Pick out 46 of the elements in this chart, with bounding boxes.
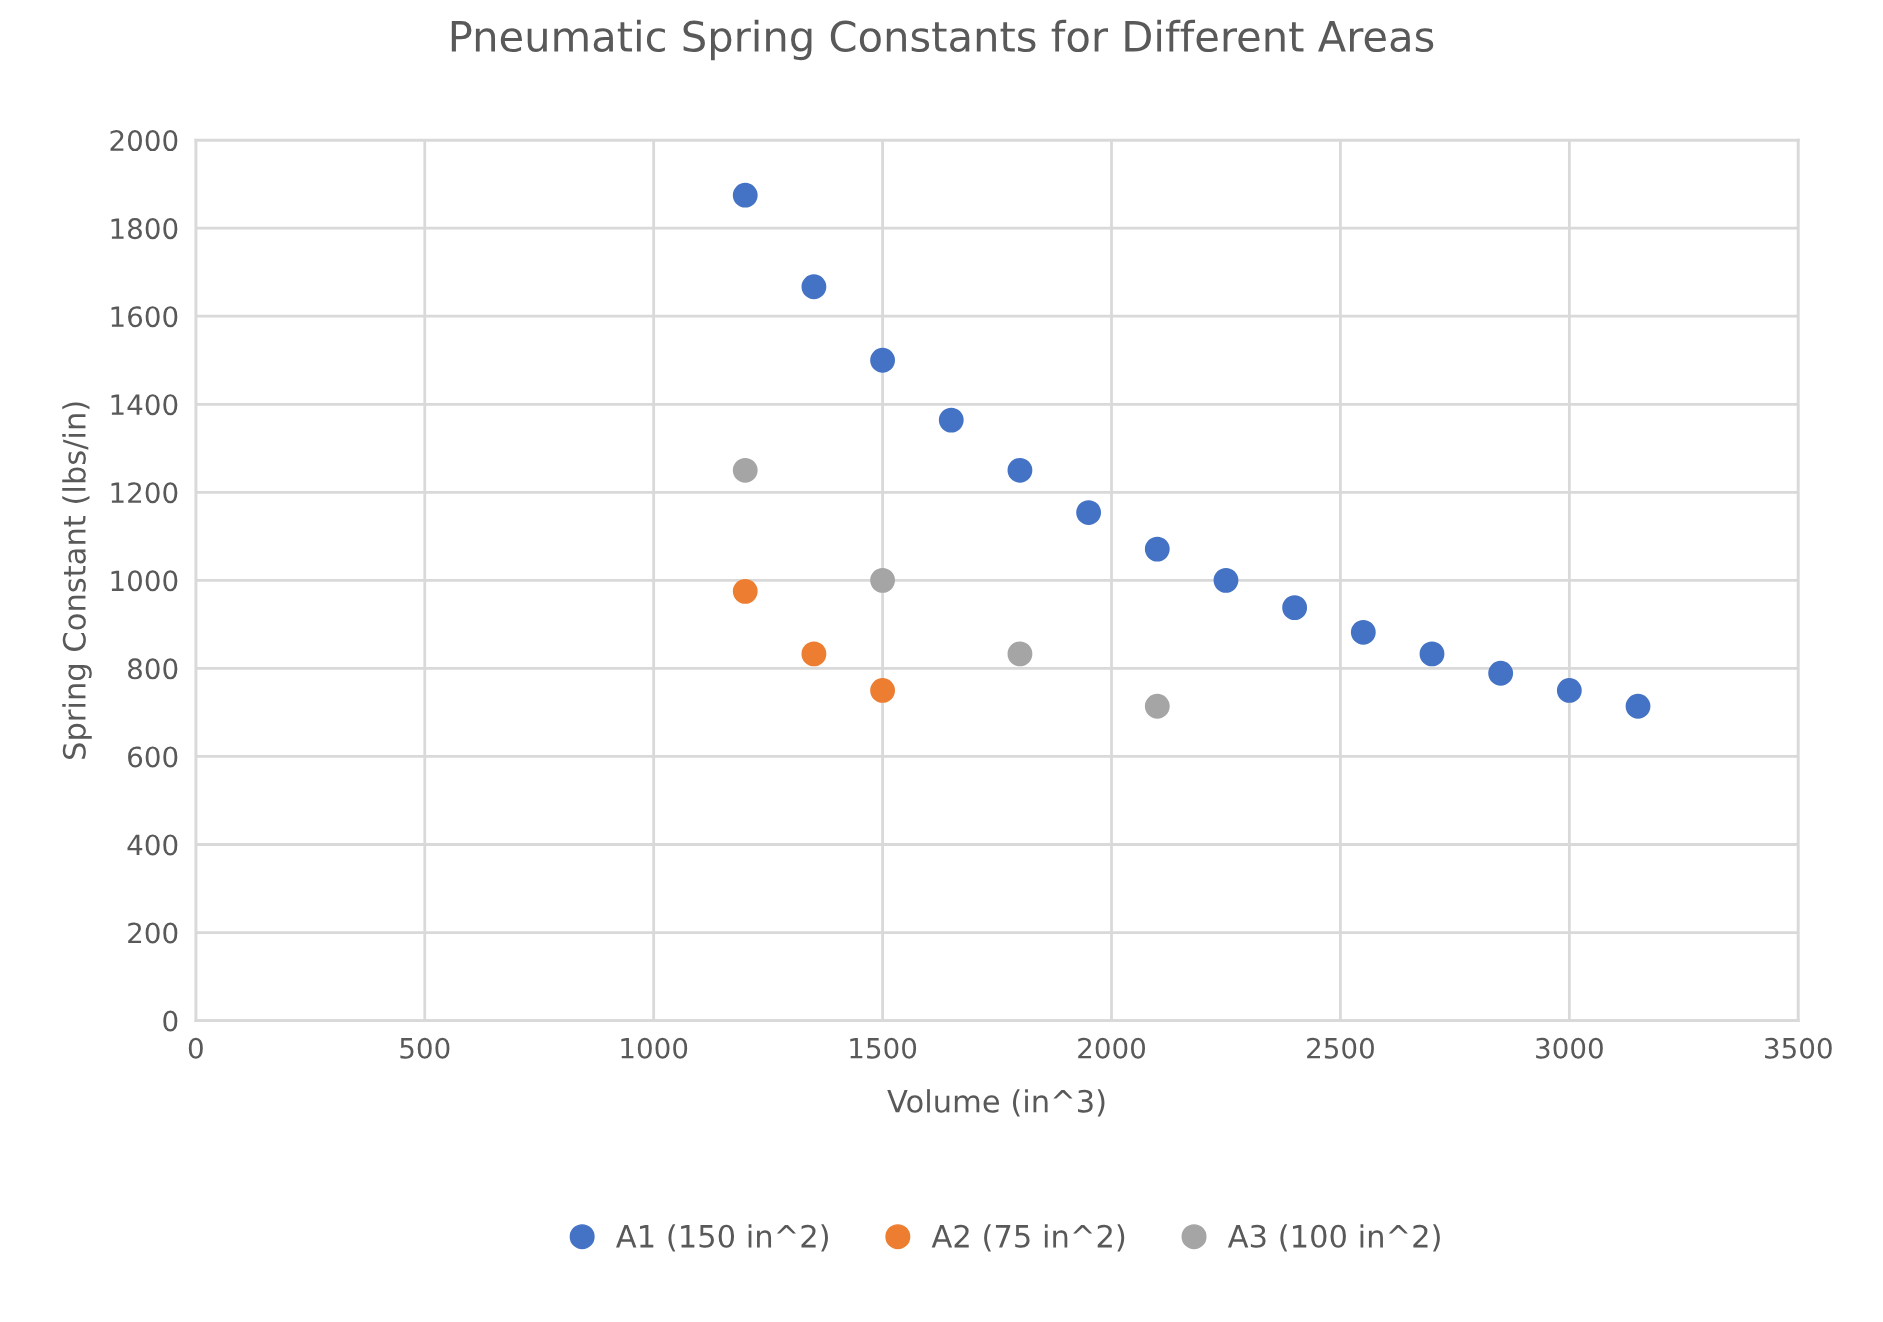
x-tick-label: 0 [188,1037,203,1059]
point [1625,693,1651,719]
x-tick-label: 1500 [850,1037,917,1059]
point [1350,619,1376,645]
x-tick-label: 500 [400,1037,450,1059]
point [1488,660,1514,686]
point [732,457,758,483]
point [938,407,964,433]
y-tick-label: 1200 [111,482,178,504]
point [870,347,896,373]
y-axis-title: Spring Constant (lbs/in) [62,402,92,759]
point [801,274,827,300]
x-tick-label: 2500 [1307,1037,1374,1059]
y-tick-label: 200 [128,922,178,944]
legend-label: A1 (150 in^2) [616,1224,828,1252]
point [1144,693,1170,719]
y-tick-label: 400 [127,834,178,856]
point [732,182,758,208]
y-tick-label: 1800 [111,218,178,240]
y-tick-label: 2000 [110,130,178,152]
point [801,641,827,667]
point [1556,677,1582,703]
legend-label: A3 (100 in^2) [1227,1224,1440,1252]
y-tick-label: 0 [163,1010,178,1032]
point [1076,500,1102,525]
point [1213,567,1239,593]
point [1144,536,1170,562]
chart-title: Pneumatic Spring Constants for Different Areas [451,19,1434,61]
point [870,677,896,703]
point [1282,595,1308,621]
point [870,567,896,593]
y-tick-label: 1600 [111,306,178,328]
x-tick-label: 2000 [1078,1037,1146,1059]
x-axis-title: Volume (in^3) [887,1089,1105,1117]
x-tick-label: 1000 [621,1037,688,1059]
y-tick-label: 1000 [111,570,178,592]
y-tick-label: 800 [128,658,178,680]
point [732,578,758,604]
x-tick-label: 3500 [1765,1037,1832,1059]
legend-label: A2 (75 in^2) [931,1224,1125,1252]
y-tick-label: 600 [128,746,178,768]
point [1007,641,1033,667]
point [1419,641,1445,667]
x-tick-label: 3000 [1536,1037,1603,1059]
point [1007,457,1033,483]
y-tick-label: 1400 [111,394,178,416]
